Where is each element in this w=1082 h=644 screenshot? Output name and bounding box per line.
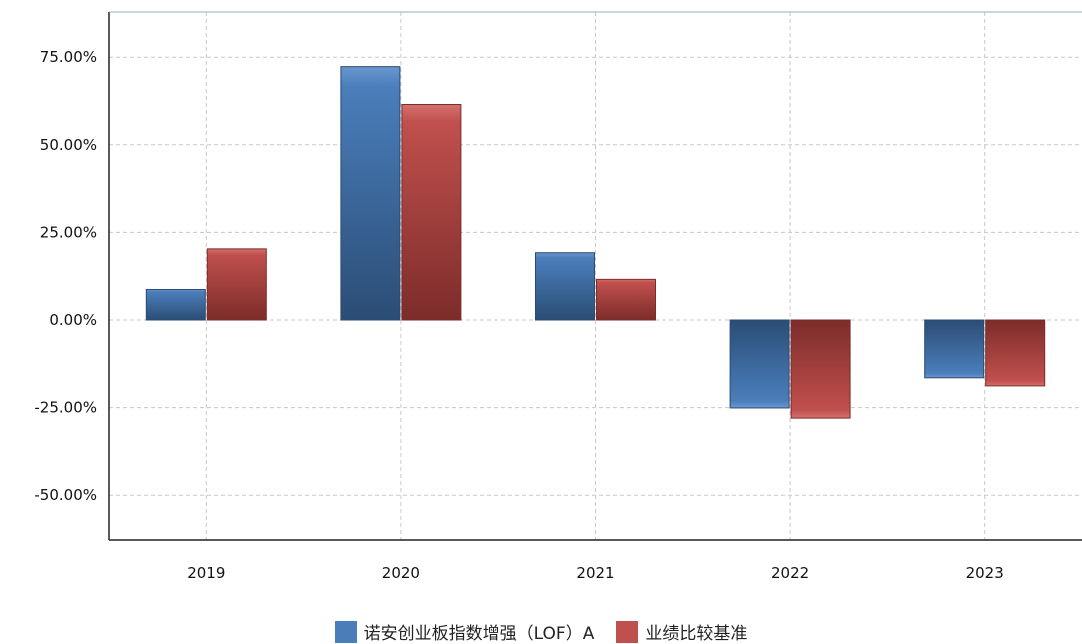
bar-series-1-2022 (729, 319, 790, 409)
y-tick-label-3: 0.00% (49, 311, 97, 329)
legend-swatch-series-2 (616, 620, 639, 643)
y-tick-label-2: 25.00% (40, 223, 97, 241)
chart-legend: 诺安创业板指数增强（LOF）A 业绩比较基准 (0, 619, 1082, 644)
bar-series-1-2019 (145, 289, 206, 321)
bar-series-1-2023 (924, 319, 985, 379)
x-tick-label-2021: 2021 (576, 564, 614, 582)
legend-label-series-1: 诺安创业板指数增强（LOF）A (363, 624, 595, 644)
legend-item-series-2: 业绩比较基准 (616, 619, 747, 644)
bar-series-2-2023 (985, 319, 1046, 387)
x-tick-label-2023: 2023 (966, 564, 1004, 582)
x-tick-label-2022: 2022 (771, 564, 809, 582)
bar-series-2-2020 (401, 104, 462, 321)
bar-series-1-2021 (535, 252, 595, 321)
legend-swatch-series-1 (334, 620, 357, 643)
bar-chart: 75.00% 50.00% 25.00% 0.00% -25.00% -50.00% 201… (34, 11, 1082, 582)
y-tick-label-0: 75.00% (40, 48, 97, 66)
x-tick-label-2020: 2020 (382, 564, 420, 582)
x-tick-label-2019: 2019 (187, 564, 225, 582)
bar-series-2-2019 (206, 248, 267, 321)
y-tick-label-4: -25.00% (34, 399, 97, 417)
y-tick-label-5: -50.00% (34, 486, 97, 504)
legend-label-series-2: 业绩比较基准 (645, 624, 748, 644)
legend-item-series-1: 诺安创业板指数增强（LOF）A (334, 619, 595, 644)
y-tick-label-1: 50.00% (40, 136, 97, 154)
bar-series-2-2021 (596, 278, 656, 321)
bar-series-2-2022 (790, 319, 851, 419)
bar-series-1-2020 (340, 66, 401, 321)
